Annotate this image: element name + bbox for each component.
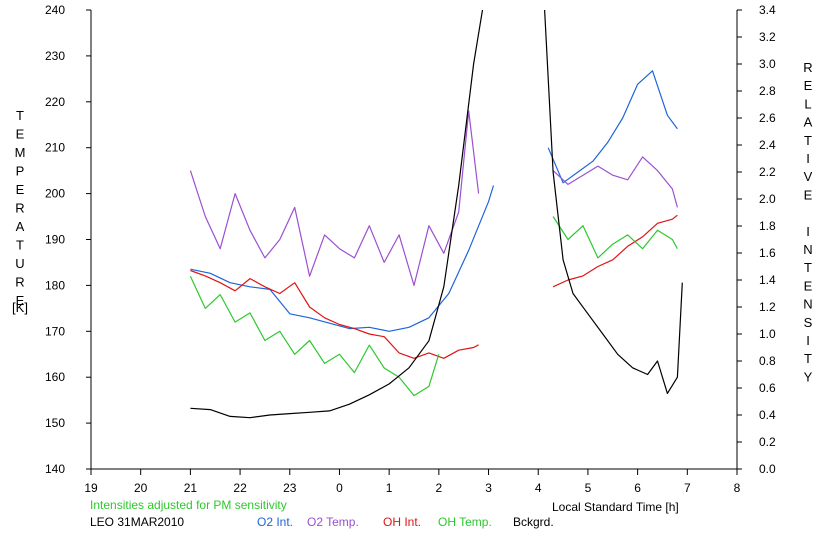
series-layer	[189, 10, 683, 419]
x-tick-label: 0	[336, 481, 343, 495]
x-tick-label: 1	[386, 481, 393, 495]
x-axis-label: Local Standard Time [h]	[552, 500, 679, 514]
legend-o2-temp: O2 Temp.	[307, 515, 359, 529]
right-axis-label-letter: V	[804, 169, 813, 184]
axes	[90, 10, 738, 470]
left-tick-label: 240	[45, 3, 65, 17]
left-axis-label-letter: U	[15, 256, 24, 271]
x-tick-label: 8	[734, 481, 741, 495]
x-tick-label: 3	[485, 481, 492, 495]
right-axis-label-letter: N	[803, 297, 812, 312]
x-tick-label: 7	[684, 481, 691, 495]
right-tick-label: 0.2	[759, 435, 776, 449]
left-axis-label-letter: A	[16, 219, 25, 234]
x-tick-label: 21	[184, 481, 198, 495]
series-line-o2-temp	[189, 110, 678, 286]
left-tick-label: 140	[45, 462, 65, 476]
right-axis-label-letter: T	[804, 351, 812, 366]
right-axis-label-letter: I	[806, 151, 810, 166]
right-axis-ticks: 3.4 3.2 3.0 2.8 2.6 2.4 2.2 2.0 1.8 1.6 1.4 1.2 1.0 0…	[737, 3, 776, 476]
right-axis-label-letter: T	[804, 260, 812, 275]
right-tick-label: 3.0	[759, 57, 776, 71]
legend-background: Bckgrd.	[513, 515, 554, 529]
left-axis-ticks: 240 230 220 210 200 190 180 170 160 150 140	[45, 3, 91, 476]
right-axis-label-letter: T	[804, 133, 812, 148]
right-tick-label: 2.4	[759, 138, 776, 152]
right-axis-label-letter: N	[803, 242, 812, 257]
series-line-oh-int	[190, 214, 678, 359]
series-line-bckgrd	[190, 10, 683, 419]
right-tick-label: 2.8	[759, 84, 776, 98]
right-tick-label: 2.6	[759, 111, 776, 125]
right-axis-label-letter: I	[806, 224, 810, 239]
left-axis-label-letter: E	[16, 127, 25, 142]
series-line-oh-temp	[189, 216, 678, 397]
left-tick-label: 210	[45, 141, 65, 155]
right-tick-label: 2.0	[759, 192, 776, 206]
left-axis-label-letter: R	[15, 275, 24, 290]
right-axis-label-letter: S	[804, 315, 813, 330]
left-axis-label-letter: E	[16, 293, 25, 308]
x-tick-label: 22	[233, 481, 247, 495]
left-tick-label: 220	[45, 95, 65, 109]
left-tick-label: 180	[45, 278, 65, 292]
right-axis-label-letter: E	[804, 278, 813, 293]
x-tick-label: 4	[535, 481, 542, 495]
legend-oh-int: OH Int.	[383, 515, 422, 529]
right-axis-label-letter: A	[804, 115, 813, 130]
right-axis-label-letter: L	[804, 96, 811, 111]
right-axis-label-letter: E	[804, 187, 813, 202]
series-line-o2-int	[190, 70, 678, 332]
left-axis-label-letter: R	[15, 201, 24, 216]
x-tick-label: 20	[134, 481, 148, 495]
sensitivity-note: Intensities adjusted for PM sensitivity	[90, 498, 287, 512]
x-tick-label: 5	[585, 481, 592, 495]
station-date: LEO 31MAR2010	[90, 515, 185, 529]
left-tick-label: 150	[45, 416, 65, 430]
left-tick-label: 170	[45, 324, 65, 338]
right-tick-label: 1.0	[759, 327, 776, 341]
left-tick-label: 190	[45, 233, 65, 247]
left-axis-label-letter: T	[16, 238, 24, 253]
x-tick-label: 19	[84, 481, 98, 495]
x-tick-label: 23	[283, 481, 297, 495]
right-tick-label: 2.2	[759, 165, 776, 179]
right-tick-label: 0.4	[759, 408, 776, 422]
left-axis-label-letter: E	[16, 182, 25, 197]
left-axis-label-letter: M	[15, 145, 26, 160]
right-tick-label: 1.4	[759, 273, 776, 287]
right-tick-label: 0.8	[759, 354, 776, 368]
right-tick-label: 1.6	[759, 246, 776, 260]
left-axis-unit: [K]	[12, 300, 28, 315]
left-tick-label: 200	[45, 187, 65, 201]
right-tick-label: 3.2	[759, 30, 776, 44]
right-axis-label-letter: R	[803, 60, 812, 75]
right-tick-label: 1.8	[759, 219, 776, 233]
right-tick-label: 0.0	[759, 462, 776, 476]
left-axis-label-letter: T	[16, 108, 24, 123]
right-axis-label-letter: Y	[804, 369, 813, 384]
x-tick-label: 2	[436, 481, 443, 495]
left-tick-label: 230	[45, 49, 65, 63]
left-axis-label-letter: P	[16, 164, 25, 179]
legend-oh-temp: OH Temp.	[438, 515, 492, 529]
right-tick-label: 1.2	[759, 300, 776, 314]
right-tick-label: 3.4	[759, 3, 776, 17]
right-tick-label: 0.6	[759, 381, 776, 395]
legend-o2-int: O2 Int.	[257, 515, 294, 529]
right-axis-label-letter: I	[806, 333, 810, 348]
left-tick-label: 160	[45, 370, 65, 384]
right-axis-label-letter: E	[804, 78, 813, 93]
x-axis-ticks: 19 20 21 22 23 0 1 2 3 4 5 6 7 8	[84, 469, 741, 495]
x-tick-label: 6	[634, 481, 641, 495]
